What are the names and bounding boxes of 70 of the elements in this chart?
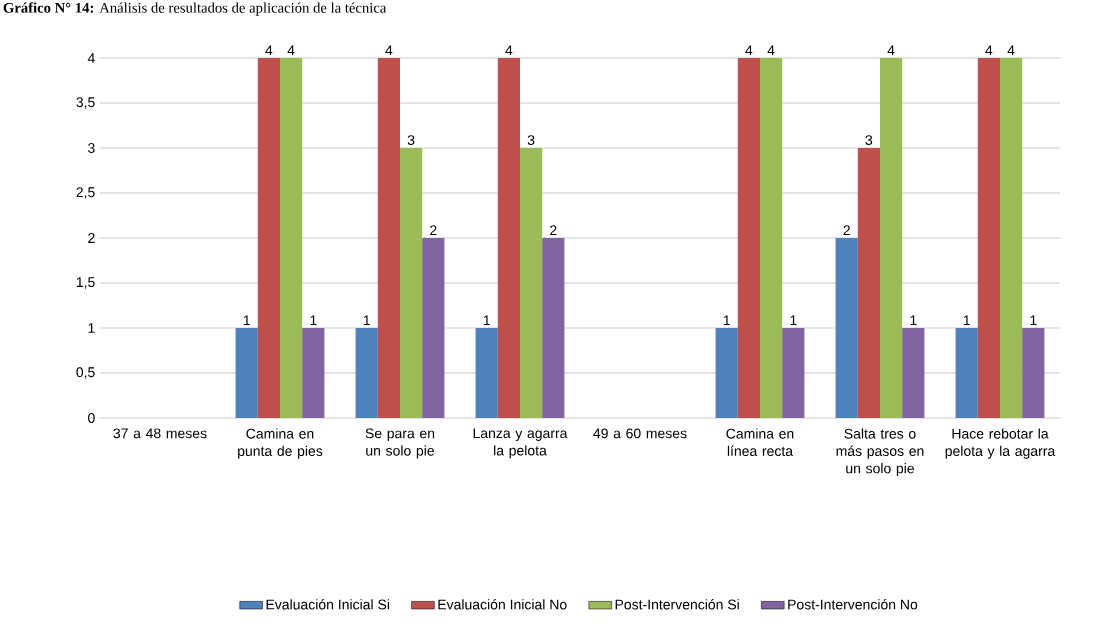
data-label: 1 (243, 315, 250, 326)
data-label: 1 (363, 315, 370, 326)
data-label: 2 (843, 225, 850, 236)
bar (902, 327, 925, 418)
data-label: 4 (385, 45, 393, 56)
bar (857, 147, 880, 418)
x-tick-label: Salta tres o más pasos en un solo pie (836, 428, 924, 477)
bar (520, 147, 543, 418)
data-label: 3 (407, 135, 415, 146)
bar (835, 237, 858, 418)
bar (400, 147, 423, 418)
bar (782, 327, 805, 418)
data-label: 1 (483, 315, 490, 326)
bar (302, 327, 325, 418)
data-label: 4 (985, 45, 993, 56)
data-label: 1 (790, 315, 797, 326)
x-tick-label: 49 a 60 meses (593, 428, 687, 439)
bar (880, 58, 903, 418)
y-tick-label: 4 (87, 53, 95, 63)
bar (257, 58, 280, 418)
data-label: 1 (723, 315, 730, 326)
data-label: 4 (887, 45, 895, 56)
data-label: 1 (963, 315, 970, 326)
x-tick-label: Se para en un solo pie (365, 428, 435, 459)
x-tick-label: Lanza y agarra la pelota (473, 428, 568, 459)
y-tick-label: 3 (88, 143, 95, 153)
data-label: 2 (430, 225, 437, 236)
bar (1000, 58, 1023, 418)
data-label: 4 (287, 45, 295, 56)
y-tick-label: 0 (88, 413, 95, 423)
y-tick-label: 3,5 (76, 97, 95, 109)
bar (475, 327, 498, 418)
bar (377, 58, 400, 418)
bar (280, 58, 303, 418)
bar (715, 327, 738, 418)
bar (977, 58, 1000, 418)
legend-label: Post-Intervención No (788, 599, 918, 610)
legend-label: Evaluación Inicial Si (266, 599, 389, 610)
y-tick-label: 0,5 (76, 367, 95, 379)
y-tick-label: 2 (88, 233, 95, 243)
legend-label: Post-Intervención Si (615, 599, 739, 610)
data-label: 4 (265, 45, 273, 56)
chart-title: Gráfico N° 14: Análisis de resultados de aplicación de la técnica (3, 2, 387, 16)
y-tick-label: 1,5 (76, 277, 95, 289)
x-tick-label: 37 a 48 meses (113, 428, 207, 439)
bar (760, 58, 783, 418)
data-label: 4 (767, 45, 775, 56)
data-label: 1 (910, 315, 917, 326)
y-tick-label: 2,5 (76, 187, 95, 199)
bar (955, 327, 978, 418)
data-label: 3 (865, 135, 873, 146)
bar (1022, 327, 1045, 418)
bar (355, 327, 378, 418)
data-label: 4 (505, 45, 513, 56)
data-label: 3 (527, 135, 535, 146)
x-tick-label: Camina en línea recta (726, 428, 794, 457)
x-tick-label: Camina en punta de pies (238, 428, 323, 459)
bar (235, 327, 258, 418)
legend-label: Evaluación Inicial No (438, 599, 567, 610)
data-label: 1 (1030, 315, 1037, 326)
y-tick-label: 1 (88, 323, 95, 333)
data-label: 4 (1007, 45, 1015, 56)
bar (542, 237, 565, 418)
bar (737, 58, 760, 418)
x-tick-label: Hace rebotar la pelota y la agarra (945, 428, 1056, 459)
data-label: 1 (310, 315, 317, 326)
bar (497, 58, 520, 418)
data-label: 4 (745, 45, 753, 56)
bar (422, 237, 445, 418)
data-label: 2 (550, 225, 557, 236)
